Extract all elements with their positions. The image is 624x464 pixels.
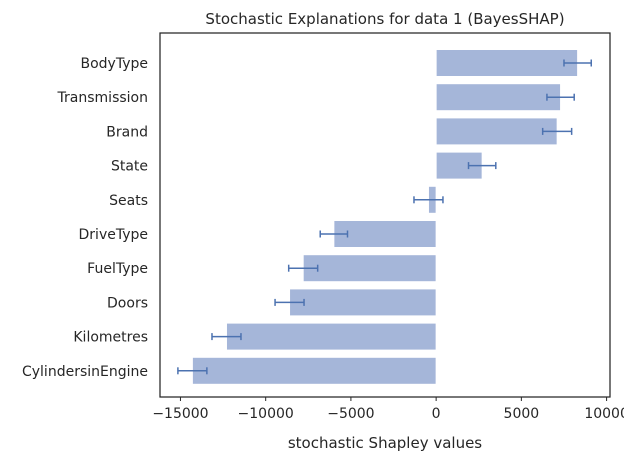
x-tick-label: −10000	[238, 406, 294, 422]
error-bar-Brand	[541, 127, 573, 135]
bars-group	[191, 49, 579, 385]
x-axis-label: stochastic Shapley values	[288, 434, 482, 452]
error-bar-Seats	[413, 196, 444, 204]
bar-FuelType	[302, 254, 437, 283]
y-tick-label: FuelType	[87, 261, 148, 277]
y-tick-label: Kilometres	[73, 330, 148, 346]
error-bar-BodyType	[563, 59, 592, 67]
x-tick-label: −5000	[327, 406, 374, 422]
y-tick-label: CylindersinEngine	[22, 364, 148, 380]
x-tick-label: 0	[432, 406, 441, 422]
y-tick-label: Doors	[107, 295, 148, 311]
bar-DriveType	[333, 220, 437, 248]
bar-CylindersinEngine	[191, 356, 437, 385]
y-tick-label: Brand	[106, 124, 148, 140]
error-bar-Doors	[274, 298, 305, 306]
y-tick-label: DriveType	[79, 227, 148, 243]
x-tick-label: 5000	[504, 406, 540, 422]
y-tick-label: BodyType	[81, 56, 149, 72]
error-bars-group	[177, 59, 592, 375]
x-tick-labels: −15000 −10000 −5000 0 5000 10000	[152, 397, 624, 422]
error-bar-FuelType	[287, 264, 319, 272]
plot-frame	[159, 32, 611, 398]
error-bar-State	[467, 162, 497, 170]
bar-Doors	[289, 288, 437, 317]
error-bar-Transmission	[546, 93, 575, 101]
error-bar-Kilometres	[211, 333, 242, 341]
chart-title: Stochastic Explanations for data 1 (Baye…	[205, 10, 564, 28]
bar-Brand	[435, 117, 558, 146]
y-tick-label: Seats	[109, 193, 148, 209]
bar-Kilometres	[225, 322, 437, 351]
error-bar-CylindersinEngine	[177, 367, 208, 375]
error-bar-DriveType	[319, 230, 349, 238]
bar-BodyType	[435, 49, 579, 77]
y-tick-labels: BodyType Transmission Brand State Seats Drive…	[22, 56, 148, 380]
y-tick-label: Transmission	[57, 90, 148, 106]
x-tick-label: 10000	[584, 406, 624, 422]
bar-Transmission	[435, 83, 562, 112]
x-tick-label: −15000	[152, 406, 208, 422]
y-tick-label: State	[111, 159, 148, 175]
